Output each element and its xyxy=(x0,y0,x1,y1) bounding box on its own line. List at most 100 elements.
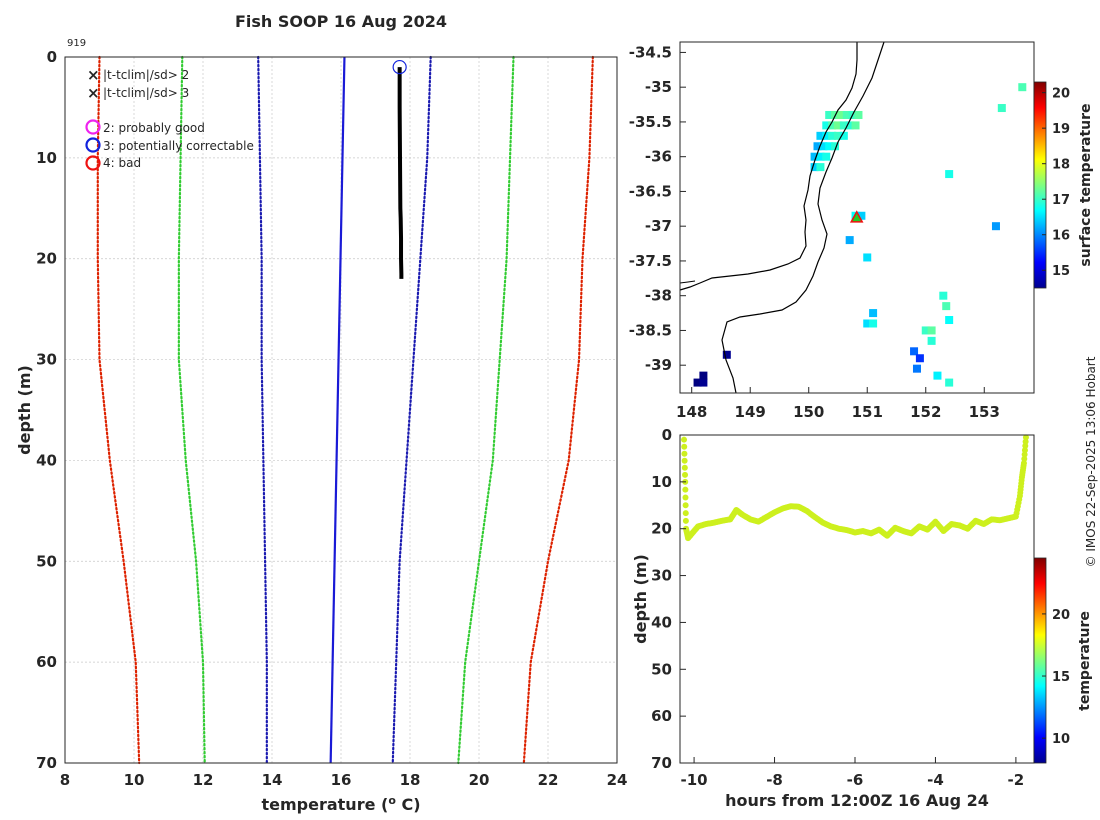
timeseries-xtick-label: -2 xyxy=(1008,771,1025,789)
map-colorbar-tick-label: 16 xyxy=(1052,229,1070,244)
map-xtick-label: 151 xyxy=(852,403,883,421)
profile-grid xyxy=(64,56,618,764)
profile-series-climatology-mean xyxy=(329,56,346,764)
profile-xtick-label: 22 xyxy=(538,771,559,789)
profile-xtick-label: 24 xyxy=(607,771,628,789)
profile-x-ticks: 8 10 12 14 16 18 20 22 24 xyxy=(60,771,628,789)
profile-ytick-label: 40 xyxy=(36,451,57,469)
timeseries-points xyxy=(681,434,1029,542)
map-ytick-label: -38 xyxy=(645,287,672,305)
map-sst-pixel xyxy=(945,316,954,325)
map-sst-pixel xyxy=(822,152,831,161)
timeseries-point xyxy=(682,486,689,493)
map-sst-pixel xyxy=(863,253,872,262)
map-ytick-label: -38.5 xyxy=(629,321,672,339)
map-xtick-label: 150 xyxy=(793,403,824,421)
timeseries-xtick-label: -6 xyxy=(847,771,864,789)
map-sst-pixel xyxy=(912,364,921,373)
timeseries-ylabel: depth (m) xyxy=(631,554,650,644)
map-xtick-label: 149 xyxy=(735,403,766,421)
timeseries-colorbar-tick-label: 10 xyxy=(1052,732,1070,747)
profile-panel: 8 10 12 14 16 18 20 22 24 0 10 20 30 40 50 60 70 temper… xyxy=(15,48,627,814)
map-ytick-label: -37 xyxy=(645,217,672,235)
timeseries-point xyxy=(1021,455,1028,462)
timeseries-point xyxy=(681,450,688,457)
map-grid xyxy=(680,51,985,393)
map-sst-pixel xyxy=(828,131,837,140)
copyright-text: © IMOS 22-Sep-2025 13:06 Hobart xyxy=(1084,356,1098,567)
map-sst-pixel xyxy=(997,104,1006,113)
map-ytick-label: -35 xyxy=(645,78,672,96)
timeseries-ytick-label: 20 xyxy=(651,520,672,538)
map-sst-pixel xyxy=(945,378,954,387)
timeseries-point xyxy=(681,443,688,450)
map-sst-pixel xyxy=(921,326,930,335)
profile-frame xyxy=(64,56,618,764)
map-ytick-label: -37.5 xyxy=(629,252,672,270)
legend-circle-good xyxy=(85,119,101,135)
map-sst-pixel xyxy=(693,378,702,387)
profile-xtick-label: 8 xyxy=(60,771,70,789)
legend-marker-red: × xyxy=(87,84,100,102)
map-colorbar-tick-label: 18 xyxy=(1052,158,1070,173)
timeseries-xlabel: hours from 12:00Z 16 Aug 24 xyxy=(725,791,989,810)
map-colorbar-label: surface temperature xyxy=(1078,103,1094,266)
map-sst-pixel xyxy=(816,163,825,172)
profile-series-observed xyxy=(397,67,404,279)
map-sst-pixel xyxy=(836,110,845,119)
map-y-ticks: -34.5 -35 -35.5 -36 -36.5 -37 -37.5 -38 -38.5 -39 xyxy=(629,43,672,374)
map-sst-pixel xyxy=(825,142,834,151)
profile-series--2-sd xyxy=(177,55,206,765)
map-position-marker xyxy=(849,210,864,223)
timeseries-ytick-label: 40 xyxy=(651,613,672,631)
timeseries-point xyxy=(1022,442,1029,449)
map-ytick-label: -36.5 xyxy=(629,182,672,200)
profile-series--1-sd xyxy=(391,55,432,765)
profile-y-ticks: 0 10 20 30 40 50 60 70 xyxy=(36,48,57,772)
map-sst-pixel xyxy=(839,131,848,140)
map-sst-pixel xyxy=(869,309,878,318)
profile-ylabel: depth (m) xyxy=(15,365,34,455)
legend-label-sd3: |t-tclim|/sd> 3 xyxy=(103,86,189,100)
timeseries-ytick-label: 50 xyxy=(651,660,672,678)
timeseries-point xyxy=(1022,434,1029,441)
map-sst-pixel xyxy=(863,319,872,328)
map-sst-pixel xyxy=(945,170,954,179)
map-sst-pixel xyxy=(869,319,878,328)
timeseries-ytick-label: 70 xyxy=(651,754,672,772)
map-sst-pixel xyxy=(831,142,840,151)
map-sst-pixel xyxy=(810,163,819,172)
legend-circle-correctable xyxy=(85,137,101,153)
profile-xtick-label: 20 xyxy=(469,771,490,789)
profile-series--3-sd xyxy=(96,55,141,765)
profile-xtick-label: 18 xyxy=(400,771,421,789)
map-sst-pixel xyxy=(910,347,919,356)
timeseries-colorbar-label: temperature xyxy=(1077,611,1093,711)
map-sst-pixel xyxy=(825,110,834,119)
timeseries-point xyxy=(681,457,688,464)
map-x-ticks: 148 149 150 151 152 153 xyxy=(676,403,1000,421)
timeseries-colorbar-ticks: 10 15 20 xyxy=(1042,608,1070,747)
map-ytick-label: -36 xyxy=(645,148,672,166)
timeseries-ytick-label: 0 xyxy=(662,426,672,444)
coastline-fragment xyxy=(679,280,696,284)
legend-label-bad: 4: bad xyxy=(103,156,141,170)
map-sst-pixel xyxy=(927,336,936,345)
timeseries-point xyxy=(682,494,689,501)
profile-flag-circle xyxy=(392,59,407,75)
profile-ytick-label: 10 xyxy=(36,149,57,167)
map-sst-pixel xyxy=(699,378,708,387)
map-sst-pixel xyxy=(822,131,831,140)
timeseries-point xyxy=(1020,460,1027,467)
map-colorbar xyxy=(1033,81,1047,289)
map-sst-pixel xyxy=(845,236,854,245)
map-sst-pixel xyxy=(854,110,863,119)
map-sst-pixel xyxy=(857,211,866,220)
timeseries-point xyxy=(1021,447,1028,454)
map-position-triangle xyxy=(849,210,864,223)
map-sst-pixel xyxy=(816,131,825,140)
map-sst-pixel xyxy=(819,142,828,151)
legend-label-sd2: |t-tclim|/sd> 2 xyxy=(103,68,189,82)
legend-circle-bad xyxy=(85,155,101,171)
profile-series--3-sd xyxy=(522,55,594,765)
